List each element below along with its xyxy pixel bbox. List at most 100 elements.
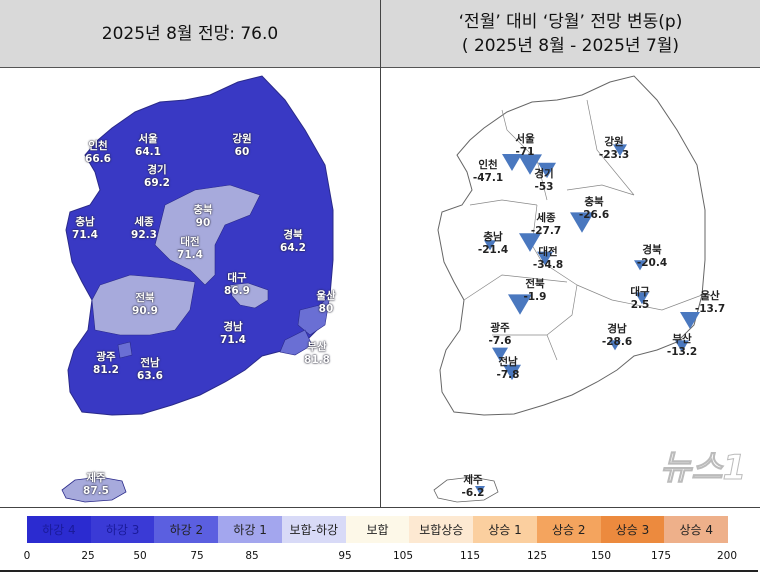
right-map-region-label: 대전 -34.8 — [533, 246, 563, 272]
region-value: 64.2 — [280, 242, 306, 254]
down-triangle-icon — [508, 294, 532, 315]
change-markers — [475, 144, 700, 495]
down-triangle-icon — [609, 340, 621, 351]
right-map-region-label: 경북 -20.4 — [637, 244, 667, 270]
region-name: 세종 — [134, 216, 154, 228]
left-map-region-label: 울산 80 — [316, 290, 335, 316]
region-value: 80 — [318, 303, 334, 315]
left-map-region-label: 전남 63.6 — [137, 357, 163, 383]
region-value: 87.5 — [83, 485, 109, 497]
right-map-region-label: 경남 -28.6 — [602, 323, 632, 349]
region-gwangju — [117, 341, 133, 359]
legend-category: 하강 4 — [27, 516, 91, 543]
region-value: 60 — [234, 146, 250, 158]
left-header: 2025년 8월 전망: 76.0 — [0, 0, 380, 68]
region-value: 86.9 — [224, 285, 250, 297]
region-name: 충남 — [75, 216, 95, 228]
region-value: 90 — [195, 217, 211, 229]
region-value: 71.4 — [220, 334, 246, 346]
region-value: -7.8 — [496, 369, 520, 381]
region-name: 부산 — [307, 341, 327, 353]
legend-category: 보합-하강 — [281, 516, 346, 543]
region-name: 대구 — [630, 286, 650, 298]
region-value: 81.2 — [93, 364, 119, 376]
down-triangle-icon — [519, 233, 541, 252]
right-title-line2: ( 2025년 8월 - 2025년 7월) — [461, 35, 680, 56]
region-value: 63.6 — [137, 370, 163, 382]
down-triangle-icon — [635, 292, 649, 305]
region-name: 충북 — [193, 204, 213, 216]
region-name: 경북 — [283, 229, 303, 241]
region-name: 인천 — [478, 159, 498, 171]
region-value: 66.6 — [85, 153, 111, 165]
region-name: 경북 — [642, 244, 662, 256]
legend-tick-label: 105 — [392, 550, 414, 562]
left-map-region-label: 강원 60 — [232, 133, 251, 159]
legend-tick-label: 0 — [23, 550, 31, 562]
region-value: -71 — [515, 146, 535, 158]
region-value: -23.3 — [598, 149, 630, 161]
region-value: 71.4 — [177, 249, 203, 261]
left-map-region-label: 경기 69.2 — [144, 164, 170, 190]
right-map-region-label: 전남 -7.8 — [497, 356, 520, 382]
region-name: 세종 — [536, 212, 556, 224]
legend-category: 상승 2 — [536, 516, 601, 543]
region-value: 92.3 — [131, 229, 157, 241]
left-map-region-label: 부산 81.8 — [304, 341, 330, 367]
legend-tick-label: 150 — [590, 550, 612, 562]
region-name: 제주 — [463, 474, 483, 486]
region-name: 인천 — [88, 140, 108, 152]
region-value: -28.6 — [601, 336, 633, 348]
region-name: 전북 — [525, 278, 545, 290]
region-value: -34.8 — [532, 259, 564, 271]
region-value: 64.1 — [135, 146, 161, 158]
region-value: -53 — [534, 181, 554, 193]
region-ulsan — [297, 294, 331, 336]
region-value: -7.6 — [488, 335, 512, 347]
region-name: 강원 — [232, 133, 252, 145]
right-map-region-label: 서울 -71 — [515, 133, 534, 159]
legend-category: 하강 1 — [218, 516, 282, 543]
region-name: 대전 — [538, 246, 558, 258]
region-name: 부산 — [672, 333, 692, 345]
down-triangle-icon — [475, 486, 485, 495]
region-value: -20.4 — [636, 257, 668, 269]
maps-svg — [61, 75, 706, 503]
legend-tick-label: 175 — [650, 550, 672, 562]
region-name: 제주 — [86, 472, 106, 484]
region-name: 울산 — [700, 290, 720, 302]
left-map-region-label: 경북 64.2 — [280, 229, 306, 255]
down-triangle-icon — [613, 144, 627, 157]
region-value: 2.5 — [630, 299, 650, 311]
right-map-region-label: 광주 -7.6 — [489, 322, 512, 348]
legend-category: 상승 3 — [600, 516, 665, 543]
legend-tick-label: 75 — [190, 550, 204, 562]
left-map-region-label: 충남 71.4 — [72, 216, 98, 242]
region-name: 광주 — [96, 351, 116, 363]
legend-category: 보합상승 — [409, 516, 474, 543]
region-name: 전남 — [498, 356, 518, 368]
down-triangle-icon — [492, 347, 508, 362]
region-value: 71.4 — [72, 229, 98, 241]
right-map-region-label: 강원 -23.3 — [599, 136, 629, 162]
down-triangle-icon — [503, 364, 521, 381]
legend-category: 하강 2 — [154, 516, 219, 543]
right-map-region-label: 부산 -13.2 — [667, 333, 697, 359]
down-triangle-icon — [537, 251, 553, 266]
right-header: ‘전월’ 대비 ‘당월’ 전망 변동(p) ( 2025년 8월 - 2025년… — [381, 0, 760, 68]
legend-category: 상승 4 — [664, 516, 729, 543]
region-name: 서울 — [138, 133, 158, 145]
right-map — [433, 75, 706, 503]
region-daegu — [229, 282, 269, 309]
down-triangle-icon — [675, 340, 689, 353]
down-triangle-icon — [634, 260, 646, 271]
right-map-region-label: 대구 2.5 — [630, 286, 649, 312]
right-map-region-label: 세종 -27.7 — [531, 212, 561, 238]
region-name: 광주 — [490, 322, 510, 334]
left-map-region-label: 대구 86.9 — [224, 272, 250, 298]
left-map-region-label: 제주 87.5 — [83, 472, 109, 498]
left-map-region-label: 경남 71.4 — [220, 321, 246, 347]
down-triangle-icon — [538, 162, 556, 179]
legend-category: 상승 1 — [473, 516, 537, 543]
